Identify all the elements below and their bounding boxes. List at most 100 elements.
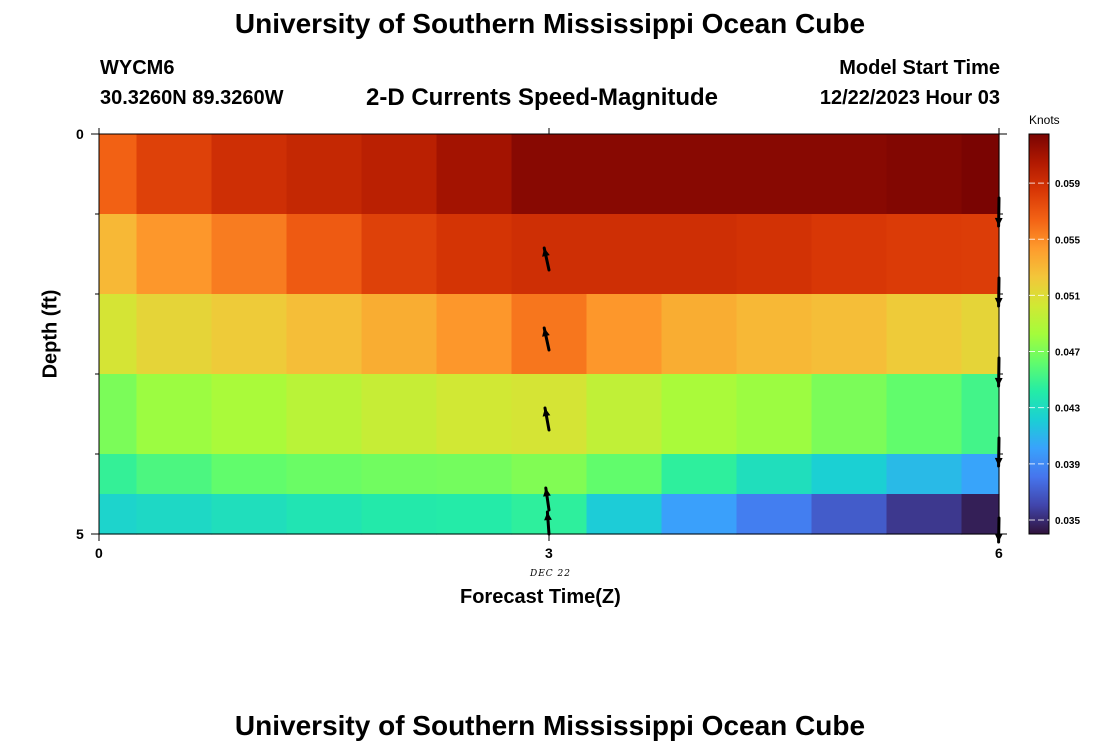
heatmap-cell bbox=[99, 214, 138, 295]
heatmap-cell bbox=[361, 454, 438, 495]
x-date-label: DEC 22 bbox=[530, 569, 571, 579]
heatmap-cell bbox=[436, 294, 513, 375]
heatmap-cell bbox=[286, 374, 363, 455]
heatmap-cell bbox=[736, 134, 813, 215]
heatmap-cell bbox=[586, 374, 663, 455]
heatmap-cell bbox=[886, 494, 963, 535]
y-tick-label-5: 5 bbox=[76, 526, 84, 542]
heatmap-cell bbox=[286, 214, 363, 295]
station-coords: 30.3260N 89.3260W bbox=[100, 87, 284, 109]
heatmap-cell bbox=[886, 294, 963, 375]
current-vector-arrow bbox=[544, 510, 552, 536]
y-tick-label-0: 0 bbox=[76, 126, 84, 142]
heatmap-cell bbox=[961, 454, 1000, 495]
heatmap-cell bbox=[811, 454, 888, 495]
heatmap-cell bbox=[736, 494, 813, 535]
heatmap-cell bbox=[361, 294, 438, 375]
heatmap-cell bbox=[811, 294, 888, 375]
heatmap-cell bbox=[286, 294, 363, 375]
heatmap-cell bbox=[811, 374, 888, 455]
current-vector-arrow bbox=[994, 516, 1003, 544]
heatmap-cell bbox=[736, 294, 813, 375]
heatmap-cell bbox=[136, 134, 213, 215]
heatmap-cell bbox=[511, 214, 588, 295]
heatmap-cell bbox=[436, 494, 513, 535]
heatmap-cell bbox=[586, 454, 663, 495]
heatmap-cell bbox=[436, 454, 513, 495]
heatmap-cell bbox=[961, 214, 1000, 295]
heatmap-cell bbox=[361, 214, 438, 295]
heatmap-cell bbox=[511, 454, 588, 495]
model-start-label: Model Start Time bbox=[839, 57, 1000, 79]
chart-subtitle: 2-D Currents Speed-Magnitude bbox=[366, 84, 719, 111]
heatmap-cell bbox=[136, 214, 213, 295]
heatmap-cell bbox=[99, 294, 138, 375]
heatmap-cell bbox=[961, 294, 1000, 375]
colorbar-tick-label: 0.055 bbox=[1055, 235, 1080, 246]
current-vector-arrow bbox=[994, 356, 1003, 388]
heatmap-cell bbox=[136, 494, 213, 535]
heatmap-cell bbox=[286, 134, 363, 215]
heatmap-cell bbox=[136, 454, 213, 495]
heatmap-cell bbox=[736, 374, 813, 455]
colorbar-label: Knots bbox=[1029, 113, 1060, 127]
current-vectors bbox=[542, 196, 1003, 544]
heatmap-cell bbox=[136, 294, 213, 375]
heatmap-cell bbox=[736, 214, 813, 295]
heatmap-cell bbox=[661, 374, 738, 455]
heatmap-cell bbox=[286, 494, 363, 535]
heatmap-cell bbox=[436, 374, 513, 455]
heatmap-cell bbox=[961, 374, 1000, 455]
heatmap-cell bbox=[211, 374, 288, 455]
heatmap-cell bbox=[99, 494, 138, 535]
x-tick-label-6: 6 bbox=[995, 545, 1003, 561]
heatmap-cell bbox=[211, 454, 288, 495]
heatmap-cell bbox=[961, 494, 1000, 535]
heatmap-cell bbox=[661, 134, 738, 215]
heatmap-cell bbox=[886, 214, 963, 295]
heatmap-cell bbox=[361, 494, 438, 535]
heatmap-cells bbox=[99, 134, 1000, 535]
heatmap-cell bbox=[661, 294, 738, 375]
colorbar-tick-label: 0.043 bbox=[1055, 404, 1080, 415]
heatmap-cell bbox=[211, 214, 288, 295]
heatmap-cell bbox=[361, 374, 438, 455]
x-axis-title: Forecast Time(Z) bbox=[460, 586, 621, 608]
heatmap-cell bbox=[661, 494, 738, 535]
heatmap-cell bbox=[511, 294, 588, 375]
heatmap-cell bbox=[586, 494, 663, 535]
current-vector-arrow bbox=[994, 196, 1003, 228]
heatmap-cell bbox=[211, 494, 288, 535]
heatmap-cell bbox=[886, 454, 963, 495]
footer-title: University of Southern Mississippi Ocean… bbox=[234, 710, 866, 741]
heatmap-cell bbox=[136, 374, 213, 455]
current-vector-arrow bbox=[542, 326, 551, 352]
colorbar-tick-label: 0.059 bbox=[1055, 179, 1080, 190]
heatmap-cell bbox=[661, 214, 738, 295]
heatmap-cell bbox=[361, 134, 438, 215]
current-vector-arrow bbox=[543, 486, 551, 512]
heatmap-cell bbox=[811, 494, 888, 535]
heatmap-cell bbox=[511, 134, 588, 215]
colorbar-tick-label: 0.047 bbox=[1055, 348, 1080, 359]
chart-title: University of Southern Mississippi Ocean… bbox=[234, 8, 866, 39]
x-tick-label-3: 3 bbox=[545, 545, 553, 561]
heatmap-cell bbox=[661, 454, 738, 495]
current-vector-arrow bbox=[994, 436, 1003, 468]
heatmap-cell bbox=[586, 294, 663, 375]
y-axis-title: Depth (ft) bbox=[39, 289, 62, 379]
current-vector-arrow bbox=[994, 276, 1003, 308]
heatmap-cell bbox=[211, 294, 288, 375]
heatmap-cell bbox=[99, 454, 138, 495]
colorbar-tick-label: 0.039 bbox=[1055, 460, 1080, 471]
colorbar-gradient bbox=[1028, 133, 1050, 535]
heatmap-cell bbox=[886, 374, 963, 455]
heatmap-cell bbox=[436, 134, 513, 215]
heatmap-cell bbox=[961, 134, 1000, 215]
heatmap-cell bbox=[586, 214, 663, 295]
current-vector-arrow bbox=[542, 246, 551, 272]
heatmap-cell bbox=[286, 454, 363, 495]
heatmap-cell bbox=[811, 134, 888, 215]
model-start-value: 12/22/2023 Hour 03 bbox=[819, 87, 1000, 109]
